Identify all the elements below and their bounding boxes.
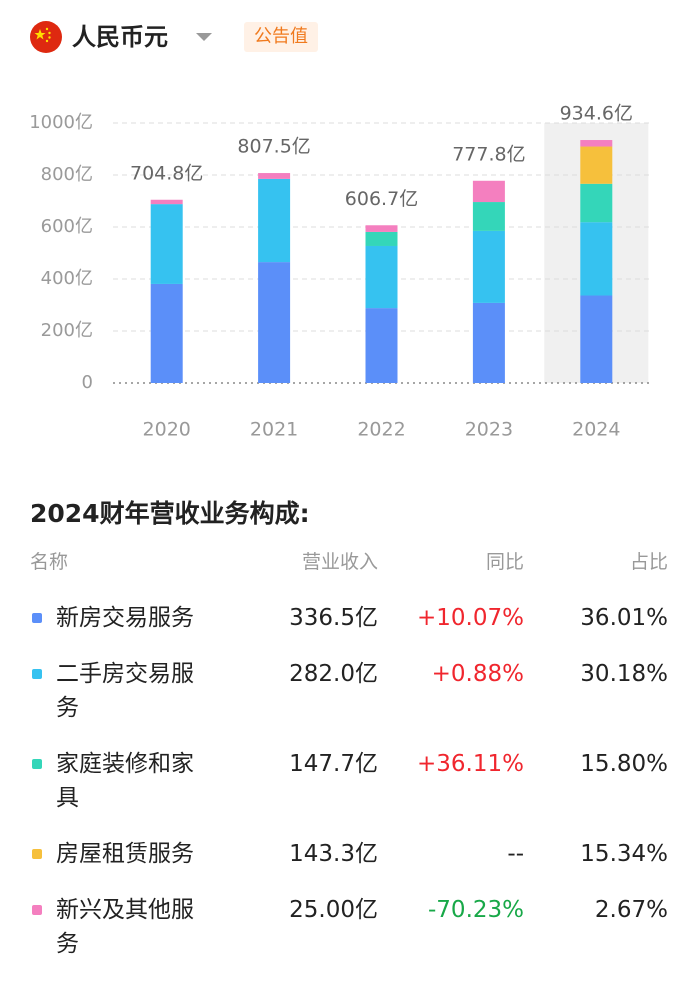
y-tick-label: 1000亿 xyxy=(29,112,93,133)
column-header: 名称 xyxy=(30,545,215,579)
column-header: 同比 xyxy=(485,551,524,573)
business-name: 新兴及其他服务 xyxy=(56,897,194,957)
business-name: 二手房交易服务 xyxy=(56,661,194,721)
share: 15.80% xyxy=(580,751,668,777)
table-title: 2024财年营收业务构成: xyxy=(30,499,310,528)
total-label: 704.8亿 xyxy=(130,162,203,184)
yoy-change: +10.07% xyxy=(417,605,524,631)
business-name: 房屋租赁服务 xyxy=(56,841,194,867)
yoy-change: +36.11% xyxy=(417,751,524,777)
bar-segment xyxy=(258,173,291,179)
currency-selector[interactable]: 人民币元 xyxy=(72,23,168,51)
legend-dot xyxy=(32,849,42,859)
share: 36.01% xyxy=(580,605,668,631)
total-label: 934.6亿 xyxy=(560,103,633,125)
bar-segment xyxy=(580,146,613,184)
badge: 公告值 xyxy=(244,22,318,52)
bar-segment xyxy=(150,283,183,383)
share: 30.18% xyxy=(580,661,668,687)
bar-segment xyxy=(365,225,398,232)
business-name: 家庭装修和家具 xyxy=(56,751,194,811)
column-header: 营业收入 xyxy=(301,551,378,573)
name-cell: 新兴及其他服务 xyxy=(30,893,215,961)
column-header-text: 名称 xyxy=(30,551,69,573)
name-cell: 房屋租赁服务 xyxy=(30,837,215,871)
y-tick-label: 0 xyxy=(82,372,93,393)
table-row: 房屋租赁服务 143.3亿 -- 15.34% xyxy=(0,837,700,871)
name-cell: 新房交易服务 xyxy=(30,601,215,635)
table-row: 二手房交易服务 282.0亿 +0.88% 30.18% xyxy=(0,657,700,725)
bar-segment xyxy=(580,222,613,296)
total-label: 606.7亿 xyxy=(345,188,418,210)
table-header: 名称 营业收入 同比 占比 xyxy=(0,545,700,579)
bar-segment xyxy=(258,178,291,263)
total-label: 777.8亿 xyxy=(452,143,525,165)
bar-segment xyxy=(365,245,398,309)
bar-segment xyxy=(365,231,398,246)
revenue: 147.7亿 xyxy=(289,751,378,777)
flag-icon xyxy=(30,21,62,53)
bar-segment xyxy=(150,204,183,284)
y-tick-label: 800亿 xyxy=(41,164,93,185)
table-row: 新房交易服务 336.5亿 +10.07% 36.01% xyxy=(0,601,700,635)
revenue: 25.00亿 xyxy=(289,897,378,923)
revenue: 336.5亿 xyxy=(289,605,378,631)
y-tick-label: 600亿 xyxy=(41,216,93,237)
business-name: 新房交易服务 xyxy=(56,605,194,631)
legend-dot xyxy=(32,613,42,623)
name-cell: 二手房交易服务 xyxy=(30,657,215,725)
bar-segment xyxy=(150,199,183,205)
chart: 0 200亿 400亿 600亿 800亿 1000亿 704.8亿 2020 807.5亿 20… xyxy=(29,103,650,441)
x-tick-label: 2023 xyxy=(465,419,513,441)
bar-segment xyxy=(258,262,291,383)
table-row: 家庭装修和家具 147.7亿 +36.11% 15.80% xyxy=(0,747,700,815)
legend-dot xyxy=(32,669,42,679)
legend-dot xyxy=(32,905,42,915)
bar-segment xyxy=(472,180,505,203)
column-header: 占比 xyxy=(629,551,668,573)
revenue: 143.3亿 xyxy=(289,841,378,867)
yoy-change: -70.23% xyxy=(428,897,524,923)
bar-segment xyxy=(472,202,505,231)
bar-segment xyxy=(365,308,398,383)
x-tick-label: 2024 xyxy=(572,419,620,441)
header: 人民币元 公告值 xyxy=(0,0,700,74)
dropdown-arrow[interactable] xyxy=(190,0,220,74)
yoy-change: -- xyxy=(507,841,524,867)
bar-segment xyxy=(580,295,613,383)
revenue: 282.0亿 xyxy=(289,661,378,687)
bar-segment xyxy=(472,302,505,383)
x-tick-label: 2021 xyxy=(250,419,298,441)
x-tick-label: 2020 xyxy=(143,419,191,441)
share: 2.67% xyxy=(594,897,668,923)
x-tick-label: 2022 xyxy=(357,419,405,441)
table: 名称 营业收入 同比 占比新房交易服务 336.5亿 +10.07% 36.01% 二手房交易… xyxy=(0,545,700,983)
yoy-change: +0.88% xyxy=(431,661,524,687)
legend-dot xyxy=(32,759,42,769)
table-row: 新兴及其他服务 25.00亿 -70.23% 2.67% xyxy=(0,893,700,961)
y-tick-label: 400亿 xyxy=(41,268,93,289)
bar-segment xyxy=(472,230,505,303)
name-cell: 家庭装修和家具 xyxy=(30,747,215,815)
bar-segment xyxy=(580,183,613,223)
total-label: 807.5亿 xyxy=(237,136,310,158)
y-tick-label: 200亿 xyxy=(41,320,93,341)
share: 15.34% xyxy=(580,841,668,867)
bar-segment xyxy=(580,140,613,147)
